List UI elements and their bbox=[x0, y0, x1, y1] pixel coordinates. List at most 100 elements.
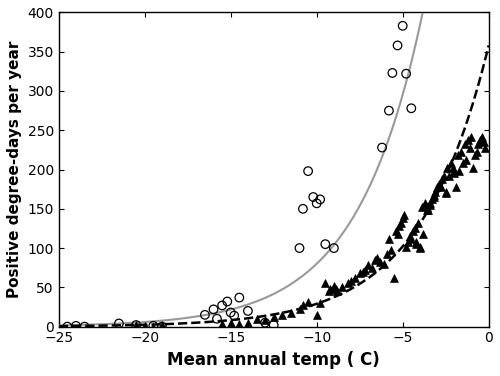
Point bbox=[201, 312, 209, 318]
Point bbox=[430, 192, 438, 198]
Point bbox=[210, 306, 218, 312]
Point bbox=[278, 312, 286, 318]
Point bbox=[412, 241, 420, 247]
Point bbox=[456, 168, 464, 174]
Point bbox=[398, 23, 406, 29]
Point bbox=[457, 149, 465, 155]
Point bbox=[322, 241, 330, 247]
Point bbox=[480, 139, 488, 145]
Point bbox=[474, 141, 482, 147]
Point bbox=[304, 299, 312, 305]
Point bbox=[373, 255, 381, 261]
Point bbox=[383, 252, 391, 258]
Point bbox=[468, 133, 475, 139]
Point bbox=[423, 208, 431, 214]
Point bbox=[299, 302, 307, 308]
Point bbox=[299, 206, 307, 212]
Point bbox=[406, 233, 413, 239]
Point bbox=[296, 306, 304, 312]
Point bbox=[394, 231, 402, 237]
Point bbox=[261, 317, 269, 323]
Point bbox=[270, 322, 278, 328]
Point bbox=[440, 173, 448, 179]
Point bbox=[330, 245, 338, 251]
Point bbox=[347, 278, 355, 284]
Point bbox=[454, 152, 462, 158]
Point bbox=[416, 244, 424, 250]
Point bbox=[436, 184, 444, 190]
Point bbox=[312, 200, 320, 206]
Point bbox=[459, 160, 467, 166]
Point bbox=[447, 160, 455, 166]
Point bbox=[433, 184, 441, 190]
Point bbox=[304, 168, 312, 174]
Point bbox=[213, 316, 221, 322]
Point bbox=[226, 309, 234, 315]
Point bbox=[471, 152, 479, 158]
Point bbox=[270, 314, 278, 320]
Point bbox=[392, 228, 400, 234]
Point bbox=[224, 299, 232, 305]
Point bbox=[252, 316, 260, 322]
X-axis label: Mean annual temp ( C): Mean annual temp ( C) bbox=[168, 351, 380, 369]
Point bbox=[466, 144, 474, 150]
Point bbox=[462, 157, 470, 163]
Point bbox=[364, 262, 372, 268]
Point bbox=[426, 202, 434, 208]
Point bbox=[478, 133, 486, 139]
Point bbox=[244, 308, 252, 314]
Point bbox=[316, 300, 324, 306]
Point bbox=[450, 170, 458, 176]
Point bbox=[418, 204, 426, 210]
Point bbox=[326, 286, 334, 292]
Point bbox=[421, 200, 429, 206]
Point bbox=[378, 144, 386, 150]
Point bbox=[404, 239, 412, 245]
Point bbox=[158, 322, 166, 328]
Point bbox=[412, 239, 420, 245]
Point bbox=[442, 190, 450, 196]
Point bbox=[428, 196, 436, 202]
Point bbox=[481, 144, 489, 150]
Point bbox=[397, 220, 405, 226]
Point bbox=[424, 208, 432, 214]
Point bbox=[132, 322, 140, 328]
Point bbox=[368, 265, 376, 271]
Point bbox=[435, 181, 443, 187]
Point bbox=[476, 137, 484, 143]
Point bbox=[385, 236, 393, 242]
Point bbox=[409, 228, 417, 234]
Point bbox=[296, 245, 304, 251]
Point bbox=[450, 168, 458, 174]
Point bbox=[444, 165, 452, 171]
Point bbox=[432, 188, 440, 194]
Point bbox=[64, 324, 72, 330]
Point bbox=[324, 288, 332, 294]
Point bbox=[115, 320, 123, 326]
Point bbox=[310, 194, 318, 200]
Point bbox=[316, 196, 324, 202]
Point bbox=[460, 141, 468, 147]
Point bbox=[322, 280, 330, 287]
Point bbox=[426, 200, 434, 206]
Point bbox=[332, 286, 340, 292]
Y-axis label: Positive degree-days per year: Positive degree-days per year bbox=[7, 41, 22, 298]
Point bbox=[452, 184, 460, 190]
Point bbox=[338, 284, 346, 290]
Point bbox=[430, 194, 438, 200]
Point bbox=[438, 176, 446, 182]
Point bbox=[408, 105, 416, 111]
Point bbox=[140, 323, 148, 329]
Point bbox=[385, 108, 393, 114]
Point bbox=[410, 226, 418, 232]
Point bbox=[388, 70, 396, 76]
Point bbox=[402, 244, 410, 250]
Point bbox=[244, 320, 252, 326]
Point bbox=[287, 309, 295, 315]
Point bbox=[402, 71, 410, 77]
Point bbox=[445, 173, 453, 179]
Point bbox=[218, 302, 226, 308]
Point bbox=[344, 280, 351, 287]
Point bbox=[472, 149, 480, 155]
Point bbox=[361, 267, 369, 273]
